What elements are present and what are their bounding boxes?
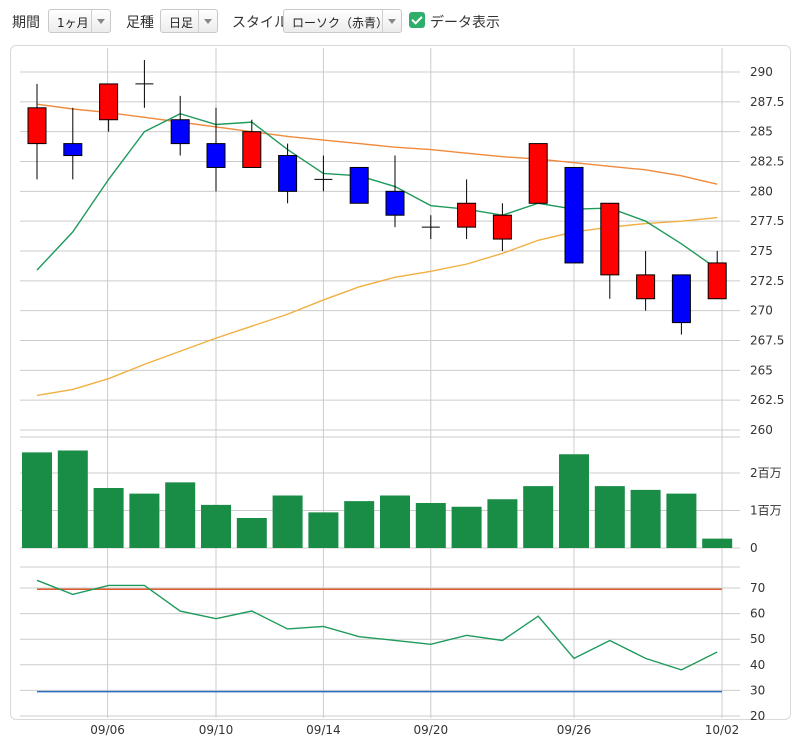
candle-up: [27, 107, 47, 145]
chart-toolbar: 期間 1ヶ月 足種 日足 スタイル ローソク（赤青） データ表示: [0, 0, 800, 44]
y-tick-label: 290: [750, 65, 773, 79]
volume-bar: [594, 486, 625, 548]
rsi-tick-label: 50: [750, 632, 765, 646]
volume-bar: [380, 495, 410, 548]
volume-tick-label: 0: [750, 541, 758, 555]
volume-tick-label: 1百万: [750, 504, 782, 518]
period-value: 1ヶ月: [57, 16, 89, 30]
chevron-down-icon: [198, 10, 217, 32]
volume-bar: [415, 503, 446, 548]
y-tick-label: 262.5: [750, 393, 784, 407]
rsi-tick-label: 20: [750, 709, 765, 723]
show-data-label: データ表示: [430, 15, 500, 31]
volume-bar: [93, 488, 124, 548]
volume-bar: [272, 495, 303, 548]
y-tick-label: 265: [750, 363, 773, 377]
y-tick-label: 285: [750, 125, 773, 139]
volume-bar: [630, 489, 661, 548]
rsi-tick-label: 60: [750, 607, 765, 621]
y-tick-label: 282.5: [750, 155, 784, 169]
period-select[interactable]: 1ヶ月: [48, 9, 111, 33]
chevron-down-icon: [382, 10, 401, 32]
x-tick-label: 10/02: [705, 723, 740, 737]
x-tick-label: 09/20: [414, 723, 449, 737]
volume-tick-label: 2百万: [750, 466, 782, 480]
volume-bars: [22, 450, 733, 548]
y-tick-label: 287.5: [750, 95, 784, 109]
volume-bar: [523, 486, 554, 548]
rsi-tick-label: 40: [750, 658, 765, 672]
volume-bar: [57, 450, 88, 548]
candles: [27, 60, 727, 335]
ma-mid-line: [36, 103, 718, 185]
candle-up: [600, 202, 620, 276]
volume-bar: [308, 512, 339, 548]
candle-up: [636, 274, 656, 300]
chevron-down-icon: [91, 10, 110, 32]
candle-up: [242, 131, 262, 168]
volume-bar: [702, 538, 733, 548]
rsi-panel: [36, 579, 722, 693]
period-label: 期間: [12, 15, 40, 31]
volume-bar: [451, 506, 482, 548]
volume-bar: [559, 454, 589, 548]
x-tick-label: 09/10: [199, 723, 234, 737]
rsi-tick-label: 70: [750, 581, 765, 595]
y-tick-label: 275: [750, 244, 773, 258]
x-tick-label: 09/26: [557, 723, 592, 737]
show-data-checkbox[interactable]: [409, 12, 425, 28]
volume-bar: [236, 518, 267, 548]
candle-up: [492, 214, 512, 240]
volume-bar: [165, 482, 196, 548]
volume-bar: [666, 493, 697, 548]
y-tick-label: 260: [750, 423, 773, 437]
candle-down: [385, 190, 405, 216]
candle-down: [564, 166, 584, 264]
x-tick-label: 09/14: [306, 723, 341, 737]
candle-down: [671, 274, 691, 324]
candle-type-value: 日足: [169, 16, 194, 30]
candle-up: [528, 143, 548, 204]
candle-down: [206, 143, 226, 168]
style-label: スタイル: [232, 15, 288, 31]
volume-bar: [487, 499, 518, 548]
rsi-tick-label: 30: [750, 683, 765, 697]
axis-labels: 290 287.5 285 282.5 280 277.5 275 272.5 270 267.5…: [90, 65, 784, 737]
volume-bar: [344, 501, 375, 548]
style-value: ローソク（赤青）: [292, 16, 389, 30]
style-select[interactable]: ローソク（赤青）: [283, 9, 402, 33]
candle-up: [707, 262, 727, 300]
candle-down: [170, 119, 190, 145]
volume-bar: [201, 504, 231, 548]
y-tick-label: 272.5: [750, 274, 784, 288]
candle-type-select[interactable]: 日足: [160, 9, 218, 33]
candle-down: [349, 166, 369, 204]
candle-up: [99, 83, 119, 121]
y-tick-label: 270: [750, 304, 773, 318]
y-tick-label: 277.5: [750, 214, 784, 228]
y-tick-label: 280: [750, 184, 773, 198]
rsi-line: [36, 579, 718, 671]
candle-down: [278, 155, 298, 192]
volume-bar: [129, 493, 160, 548]
candle-up: [457, 202, 477, 228]
candle-type-label: 足種: [126, 15, 154, 31]
y-tick-label: 267.5: [750, 334, 784, 348]
volume-bar: [22, 452, 52, 548]
chart-frame: [10, 45, 791, 720]
x-tick-label: 09/06: [90, 723, 125, 737]
grid-lines: [20, 48, 740, 718]
candle-down: [63, 143, 83, 157]
